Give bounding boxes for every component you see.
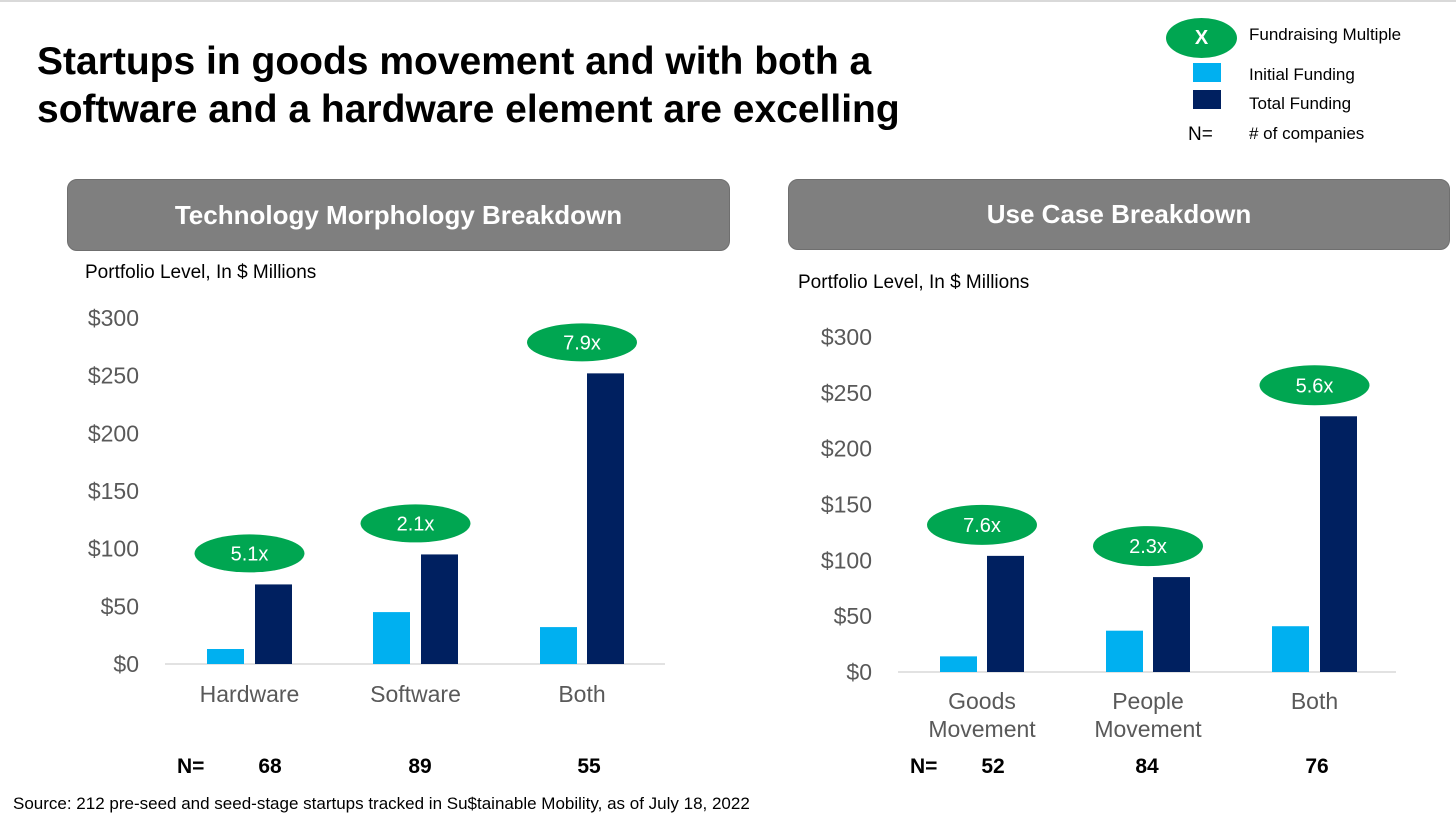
- category-label-goods-movement: Goods: [948, 688, 1016, 714]
- bar-chart-use-case: $0$50$100$150$200$250$3007.6xGoodsMoveme…: [821, 324, 1396, 742]
- bar-total-both: [1320, 416, 1357, 672]
- multiple-label-people-movement: 2.3x: [1129, 536, 1167, 558]
- n-row-label: N=: [910, 755, 938, 778]
- bar-initial-software: [373, 612, 410, 664]
- y-tick-label: $100: [88, 536, 139, 562]
- n-row-label: N=: [177, 755, 205, 778]
- n-value-people-movement: 84: [1135, 755, 1159, 778]
- bar-total-hardware: [255, 584, 292, 664]
- legend-n-symbol: N=: [1188, 124, 1213, 145]
- legend-total-swatch: [1193, 90, 1221, 109]
- multiple-label-both: 7.9x: [563, 332, 601, 354]
- multiple-badge-software: [360, 504, 471, 543]
- y-tick-label: $200: [88, 420, 139, 446]
- multiple-label-software: 2.1x: [397, 513, 435, 535]
- bar-initial-both: [540, 627, 577, 664]
- y-tick-label: $0: [846, 659, 872, 685]
- multiple-badge-both: [1259, 365, 1370, 406]
- chart-header-use-case: Use Case Breakdown: [788, 179, 1450, 250]
- n-value-goods-movement: 52: [981, 755, 1005, 778]
- category-label-software: Software: [370, 681, 461, 707]
- y-tick-label: $50: [834, 603, 872, 629]
- multiple-label-both: 5.6x: [1296, 375, 1334, 397]
- bar-total-goods-movement: [987, 555, 1024, 672]
- bar-total-both: [587, 373, 624, 664]
- chart-subtitle-use-case: Portfolio Level, In $ Millions: [798, 272, 1030, 293]
- bar-initial-hardware: [207, 649, 244, 664]
- multiple-label-hardware: 5.1x: [231, 543, 269, 565]
- y-tick-label: $100: [821, 547, 872, 573]
- bar-initial-goods-movement: [940, 656, 977, 672]
- category-label-people-movement: Movement: [1094, 716, 1202, 742]
- y-tick-label: $150: [821, 492, 872, 518]
- bar-total-people-movement: [1153, 577, 1190, 672]
- n-value-both: 55: [577, 755, 601, 778]
- legend-multiple-label: Fundraising Multiple: [1249, 25, 1402, 44]
- legend: X Fundraising Multiple Initial Funding T…: [1160, 14, 1450, 154]
- chart-header-technology: Technology Morphology Breakdown: [67, 179, 730, 251]
- multiple-badge-people-movement: [1093, 526, 1203, 567]
- multiple-badge-goods-movement: [927, 504, 1037, 545]
- y-tick-label: $50: [101, 593, 139, 619]
- y-tick-label: $250: [821, 380, 872, 406]
- y-tick-label: $300: [821, 324, 872, 350]
- page-title: Startups in goods movement and with both…: [37, 40, 900, 131]
- category-label-goods-movement: Movement: [928, 716, 1036, 742]
- n-value-both: 76: [1305, 755, 1329, 778]
- legend-initial-swatch: [1193, 63, 1221, 82]
- category-label-both: Both: [1291, 688, 1338, 714]
- legend-total-label: Total Funding: [1249, 94, 1352, 113]
- chart-panel-technology: Technology Morphology Breakdown Portfoli…: [67, 179, 730, 778]
- y-tick-label: $200: [821, 436, 872, 462]
- y-tick-label: $0: [113, 651, 139, 677]
- bar-initial-people-movement: [1106, 630, 1143, 672]
- category-label-both: Both: [558, 681, 605, 707]
- legend-multiple-oval: X: [1166, 18, 1237, 58]
- y-tick-label: $150: [88, 478, 139, 504]
- category-label-people-movement: People: [1112, 688, 1184, 714]
- legend-initial-label: Initial Funding: [1249, 65, 1355, 84]
- multiple-label-goods-movement: 7.6x: [963, 515, 1001, 537]
- legend-n-label: # of companies: [1249, 124, 1365, 143]
- n-value-software: 89: [408, 755, 432, 778]
- multiple-badge-hardware: [194, 534, 305, 573]
- bar-total-software: [421, 554, 458, 664]
- y-tick-label: $250: [88, 363, 139, 389]
- multiple-badge-both: [527, 323, 637, 362]
- category-label-hardware: Hardware: [200, 681, 300, 707]
- n-value-hardware: 68: [258, 755, 282, 778]
- bar-initial-both: [1272, 626, 1309, 672]
- bar-chart-technology: $0 $50 $100 $150 $200 $250 $300 5.1x Hardware 2.1…: [88, 305, 665, 707]
- chart-subtitle-technology: Portfolio Level, In $ Millions: [85, 262, 317, 283]
- y-tick-label: $300: [88, 305, 139, 331]
- top-rule: [0, 0, 1456, 2]
- source-note: Source: 212 pre-seed and seed-stage star…: [13, 794, 750, 813]
